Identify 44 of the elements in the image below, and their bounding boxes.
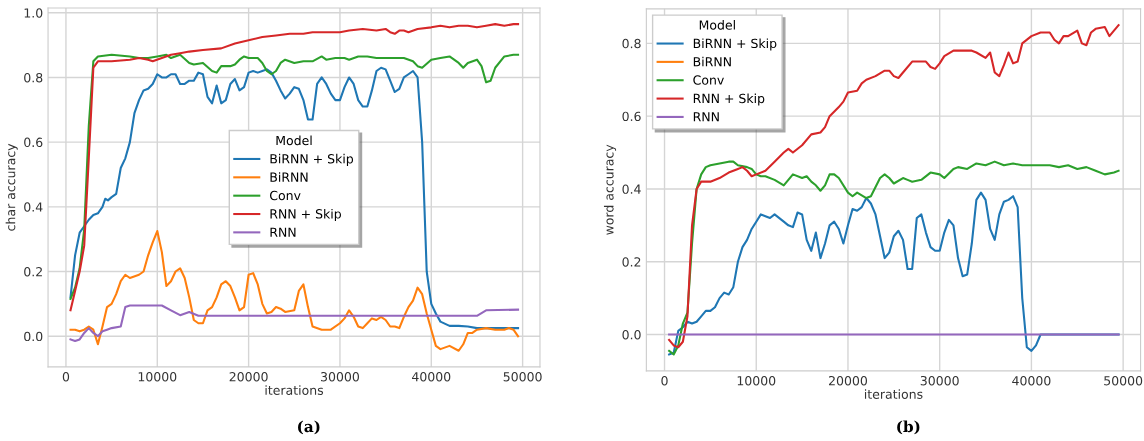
x-tick-label: 50000 <box>1104 375 1143 386</box>
x-tick-label: 50000 <box>503 371 542 382</box>
legend-title: Model <box>699 20 735 30</box>
text: (a) <box>298 420 320 435</box>
y-tick-label: 0.6 <box>24 137 43 148</box>
x-tick-label: 10000 <box>737 375 776 386</box>
x-tick-label: 20000 <box>229 371 268 382</box>
legend-label: RNN + Skip <box>270 208 341 221</box>
y-tick-label: 0.2 <box>24 266 42 277</box>
y-axis-title: word accuracy <box>603 144 617 235</box>
x-tick-label: 10000 <box>138 371 177 382</box>
x-tick-label: 30000 <box>321 371 359 382</box>
y-tick-label: 1.0 <box>24 8 43 18</box>
y-tick-label: 0.0 <box>24 331 43 342</box>
y-tick-label: 0.4 <box>24 202 43 212</box>
x-tick-label: 40000 <box>1012 375 1051 386</box>
y-axis-title: char accuracy <box>5 143 18 231</box>
x-tick-label: 40000 <box>412 371 451 382</box>
x-tick-label: 30000 <box>920 375 959 386</box>
legend-label: BiRNN <box>270 172 308 182</box>
line-series <box>668 160 1120 356</box>
legend-label: Conv <box>269 190 301 201</box>
x-tick-label: 0 <box>62 371 70 382</box>
x-tick-label: 20000 <box>829 375 868 386</box>
y-tick-label: 0.4 <box>622 184 641 194</box>
line-series <box>69 304 520 343</box>
legend-label: BiRNN <box>693 56 731 67</box>
x-axis-title: iterations <box>864 389 923 399</box>
legend-label: RNN <box>693 112 719 122</box>
legend-label: RNN <box>270 227 296 237</box>
x-tick-label: 0 <box>661 375 668 386</box>
line-series <box>69 66 520 330</box>
y-tick-label: 0.6 <box>622 111 641 122</box>
legend-label: BiRNN + Skip <box>693 38 777 51</box>
legend-title: Model <box>276 135 312 146</box>
y-tick-label: 0.8 <box>622 38 641 49</box>
legend-label: RNN + Skip <box>693 93 765 106</box>
y-tick-label: 0.0 <box>622 329 641 340</box>
x-axis-title: iterations <box>265 385 324 395</box>
y-tick-label: 0.2 <box>622 257 641 267</box>
y-tick-label: 0.8 <box>24 72 43 83</box>
legend-label: BiRNN + Skip <box>270 153 354 166</box>
legend-label: Conv <box>693 75 724 85</box>
text: (b) <box>897 420 920 435</box>
